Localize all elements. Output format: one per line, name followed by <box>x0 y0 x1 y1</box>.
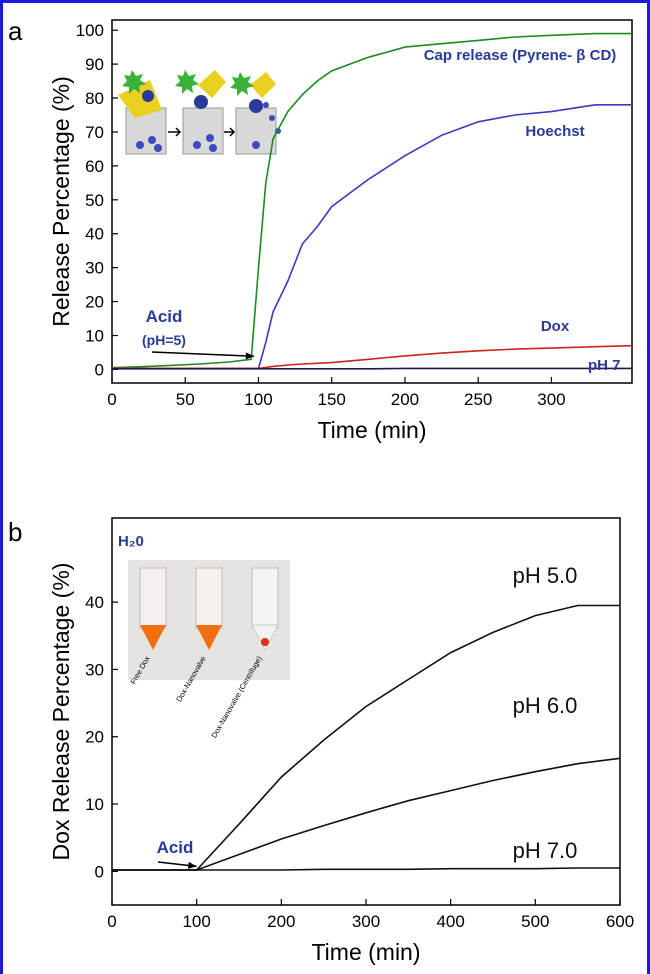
x-tick-label: 200 <box>391 390 419 409</box>
x-tick-label: 100 <box>244 390 272 409</box>
x-tick-label: 50 <box>176 390 195 409</box>
x-tick-label: 300 <box>352 912 380 931</box>
x-tick-label: 250 <box>464 390 492 409</box>
y-tick-label: 30 <box>85 660 104 679</box>
series-label: pH 6.0 <box>513 693 578 718</box>
x-axis-label: Time (min) <box>317 417 426 443</box>
series-label: Hoechst <box>525 123 584 140</box>
y-axis-label: Release Percentage (%) <box>48 76 74 327</box>
y-tick-label: 40 <box>85 225 104 244</box>
x-tick-label: 600 <box>606 912 634 931</box>
x-tick-label: 400 <box>436 912 464 931</box>
x-tick-label: 300 <box>537 390 565 409</box>
annotation: Acid <box>157 838 194 857</box>
panel-label: b <box>8 517 22 547</box>
y-axis-label: Dox Release Percentage (%) <box>48 563 74 861</box>
annotation: (pH=5) <box>142 332 186 348</box>
series-label: Cap release (Pyrene- β CD) <box>424 47 617 64</box>
annotation: Acid <box>146 307 183 326</box>
x-tick-label: 0 <box>107 390 116 409</box>
y-tick-label: 40 <box>85 593 104 612</box>
y-tick-label: 30 <box>85 259 104 278</box>
y-tick-label: 100 <box>76 21 104 40</box>
y-tick-label: 80 <box>85 89 104 108</box>
x-tick-label: 200 <box>267 912 295 931</box>
annotation-arrow <box>151 351 255 358</box>
plot-frame <box>111 19 633 384</box>
y-tick-label: 10 <box>85 327 104 346</box>
x-tick-label: 0 <box>107 912 116 931</box>
y-tick-label: 60 <box>85 157 104 176</box>
y-tick-label: 50 <box>85 191 104 210</box>
series-label: pH 7.0 <box>513 838 578 863</box>
y-tick-label: 20 <box>85 728 104 747</box>
x-tick-label: 100 <box>182 912 210 931</box>
x-tick-label: 150 <box>318 390 346 409</box>
series-label: pH 5.0 <box>513 563 578 588</box>
y-tick-label: 10 <box>85 795 104 814</box>
series-label: Dox <box>541 318 570 335</box>
y-tick-label: 90 <box>85 55 104 74</box>
arrow-head <box>188 861 197 869</box>
panel-label: a <box>8 16 23 46</box>
x-tick-label: 500 <box>521 912 549 931</box>
inset-photo <box>128 560 290 680</box>
arrow-head <box>245 352 255 360</box>
y-tick-label: 70 <box>85 123 104 142</box>
y-tick-label: 0 <box>95 360 104 379</box>
inset-title: H₂0 <box>118 533 144 550</box>
y-tick-label: 0 <box>95 862 104 881</box>
series-label: pH 7 <box>588 357 621 374</box>
series-line <box>112 867 620 871</box>
inset-cartoon <box>118 70 281 155</box>
series-line <box>111 32 632 369</box>
y-tick-label: 20 <box>85 293 104 312</box>
x-axis-label: Time (min) <box>311 939 420 965</box>
